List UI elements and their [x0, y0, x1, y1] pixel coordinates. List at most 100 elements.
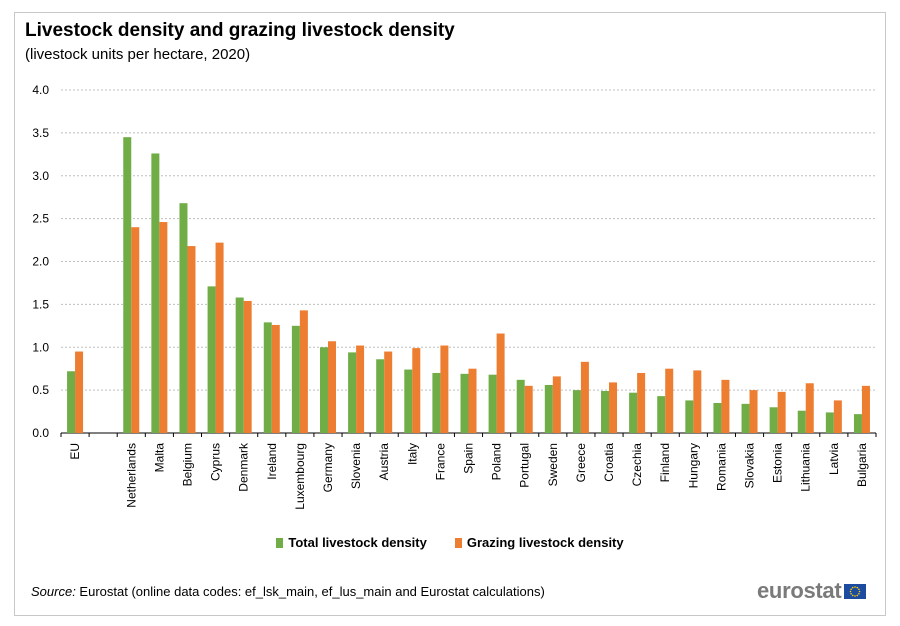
- bar-total: [404, 369, 413, 433]
- x-tick-label: Austria: [377, 443, 391, 481]
- bar-total: [263, 322, 272, 433]
- x-tick-label: Slovakia: [743, 443, 757, 489]
- x-tick-label: Cyprus: [209, 443, 223, 481]
- bar-total: [657, 396, 666, 433]
- bar-total: [291, 325, 300, 433]
- bar-grazing: [749, 390, 758, 433]
- bar-grazing: [187, 246, 196, 433]
- legend-item-total: Total livestock density: [276, 535, 427, 550]
- x-tick-label: Bulgaria: [855, 443, 869, 487]
- bar-grazing: [833, 400, 842, 433]
- bar-total: [685, 400, 694, 433]
- x-tick-label: Netherlands: [124, 443, 138, 508]
- bar-grazing: [609, 382, 618, 433]
- bar-grazing: [637, 372, 646, 433]
- bar-grazing: [327, 341, 336, 433]
- bar-chart: 0.0 0.5 1.0 1.5 2.0 2.5 3.0 3.5 4.0 EU Netherlands…: [32, 83, 877, 510]
- bar-total: [572, 390, 581, 433]
- flag-star: [854, 585, 857, 588]
- bar-grazing: [356, 345, 365, 433]
- bar-total: [319, 347, 328, 433]
- bar-total: [713, 402, 722, 433]
- x-tick-label: Belgium: [180, 443, 194, 486]
- bar-total: [853, 414, 862, 433]
- bar-grazing: [468, 368, 477, 433]
- flag-star: [852, 586, 854, 588]
- legend-label-total: Total livestock density: [288, 535, 427, 550]
- legend-swatch-grazing: [454, 537, 462, 548]
- flag-star: [856, 594, 859, 596]
- bar-total: [825, 412, 834, 433]
- bar-total: [544, 384, 553, 433]
- x-tick-label: EU: [68, 443, 82, 460]
- flag-star: [850, 590, 852, 592]
- flag-star: [850, 592, 853, 595]
- flag-star: [852, 594, 854, 596]
- source-text: Eurostat (online data codes: ef_lsk_main…: [75, 584, 545, 599]
- y-tick-label: 0.5: [32, 383, 49, 397]
- bar-grazing: [159, 222, 168, 433]
- bar-grazing: [861, 385, 870, 433]
- bar-total: [235, 297, 244, 433]
- x-tick-label: France: [433, 443, 447, 481]
- x-tick-label: Poland: [490, 443, 504, 480]
- bar-total: [797, 410, 806, 433]
- x-tick-label: Lithuania: [799, 443, 813, 492]
- bar-grazing: [299, 310, 308, 433]
- bar-grazing: [805, 383, 814, 433]
- bar-total: [123, 137, 132, 433]
- bar-grazing: [693, 370, 702, 433]
- flag-star: [858, 587, 861, 590]
- bar-total: [67, 371, 76, 433]
- bar-total: [516, 379, 525, 433]
- bar-grazing: [777, 391, 786, 433]
- bar-total: [769, 407, 778, 433]
- y-tick-label: 2.5: [32, 212, 49, 226]
- chart-title: Livestock density and grazing livestock …: [25, 20, 455, 41]
- bar-total: [629, 392, 638, 433]
- bar-total: [432, 372, 441, 433]
- bar-grazing: [215, 242, 224, 433]
- bar-grazing: [524, 385, 533, 433]
- x-tick-label: Greece: [574, 443, 588, 483]
- bar-grazing: [721, 379, 730, 433]
- x-tick-label: Malta: [152, 443, 166, 473]
- flag-star: [850, 587, 853, 590]
- bar-grazing: [75, 351, 84, 433]
- x-tick-label: Denmark: [237, 442, 251, 492]
- flag-star: [856, 586, 859, 588]
- x-tick-label: Spain: [462, 443, 476, 474]
- y-tick-label: 1.5: [32, 297, 49, 311]
- bar-grazing: [496, 333, 505, 433]
- bar-total: [376, 359, 385, 433]
- x-tick-label: Ireland: [265, 443, 279, 480]
- x-tick-label: Hungary: [686, 443, 700, 488]
- y-tick-label: 3.5: [32, 126, 49, 140]
- y-tick-label: 1.0: [32, 340, 49, 354]
- x-tick-label: Slovenia: [349, 443, 363, 489]
- bar-total: [151, 153, 160, 433]
- bar-grazing: [271, 324, 280, 433]
- bar-grazing: [440, 345, 449, 433]
- bar-grazing: [384, 351, 393, 433]
- bar-total: [601, 390, 610, 433]
- x-tick-label: Germany: [321, 443, 335, 492]
- x-tick-label: Finland: [658, 443, 672, 482]
- x-tick-label: Latvia: [827, 443, 841, 475]
- bar-grazing: [131, 227, 140, 433]
- source-label: Source:: [31, 584, 76, 599]
- flag-star: [858, 592, 861, 595]
- bar-grazing: [580, 361, 589, 433]
- x-tick-label: Czechia: [630, 443, 644, 487]
- bar-total: [741, 403, 750, 433]
- legend: Total livestock density Grazing livestoc…: [0, 535, 900, 550]
- flag-star: [854, 594, 857, 597]
- source-note: Source: Eurostat (online data codes: ef_…: [31, 584, 545, 599]
- y-tick-label: 3.0: [32, 169, 49, 183]
- y-tick-label: 0.0: [32, 426, 49, 440]
- bar-total: [207, 286, 216, 433]
- y-tick-label: 4.0: [32, 83, 49, 97]
- x-tick-label: Luxembourg: [293, 443, 307, 510]
- x-tick-label: Croatia: [602, 443, 616, 482]
- chart-subtitle: (livestock units per hectare, 2020): [25, 46, 251, 63]
